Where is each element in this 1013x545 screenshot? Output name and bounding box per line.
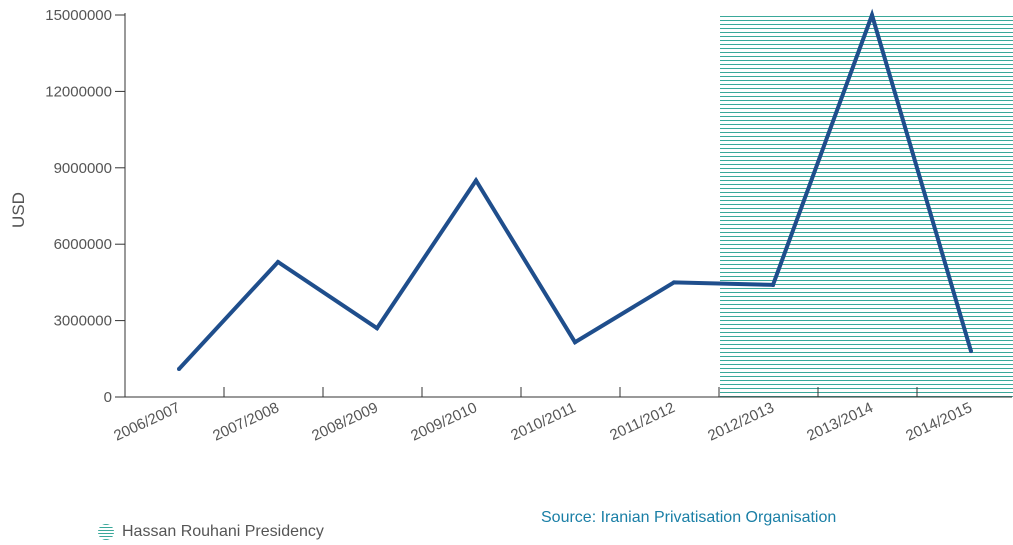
x-tick-label: 2012/2013	[705, 399, 776, 444]
y-tick-label: 0	[104, 389, 112, 406]
legend-label: Hassan Rouhani Presidency	[122, 523, 324, 540]
data-point	[177, 366, 181, 371]
x-tick-label: 2013/2014	[804, 399, 875, 444]
hatched-circle-icon	[98, 524, 114, 540]
x-tick-label: 2006/2007	[111, 399, 182, 444]
y-tick-label: 12000000	[45, 83, 112, 100]
data-point	[276, 260, 280, 265]
legend: Hassan Rouhani Presidency	[98, 523, 324, 541]
y-axis-title: USD	[9, 192, 28, 228]
x-tick-label: 2011/2012	[607, 399, 677, 444]
data-point	[375, 326, 379, 331]
x-tick-label: 2009/2010	[408, 399, 479, 444]
data-point	[573, 340, 577, 345]
y-tick-label: 3000000	[54, 313, 112, 330]
x-tick-label: 2010/2011	[508, 399, 578, 444]
data-point	[771, 282, 775, 287]
x-tick-label: 2008/2009	[309, 399, 380, 444]
data-point	[870, 13, 874, 17]
y-tick-label: 9000000	[54, 160, 112, 177]
x-tick-label: 2014/2015	[903, 399, 974, 444]
data-point	[474, 178, 478, 183]
source-note: Source: Iranian Privatisation Organisati…	[541, 509, 837, 526]
data-point	[672, 280, 676, 285]
x-tick-label: 2007/2008	[210, 399, 281, 444]
y-tick-label: 15000000	[45, 7, 112, 24]
data-point	[969, 349, 973, 354]
y-tick-label: 6000000	[54, 236, 112, 253]
